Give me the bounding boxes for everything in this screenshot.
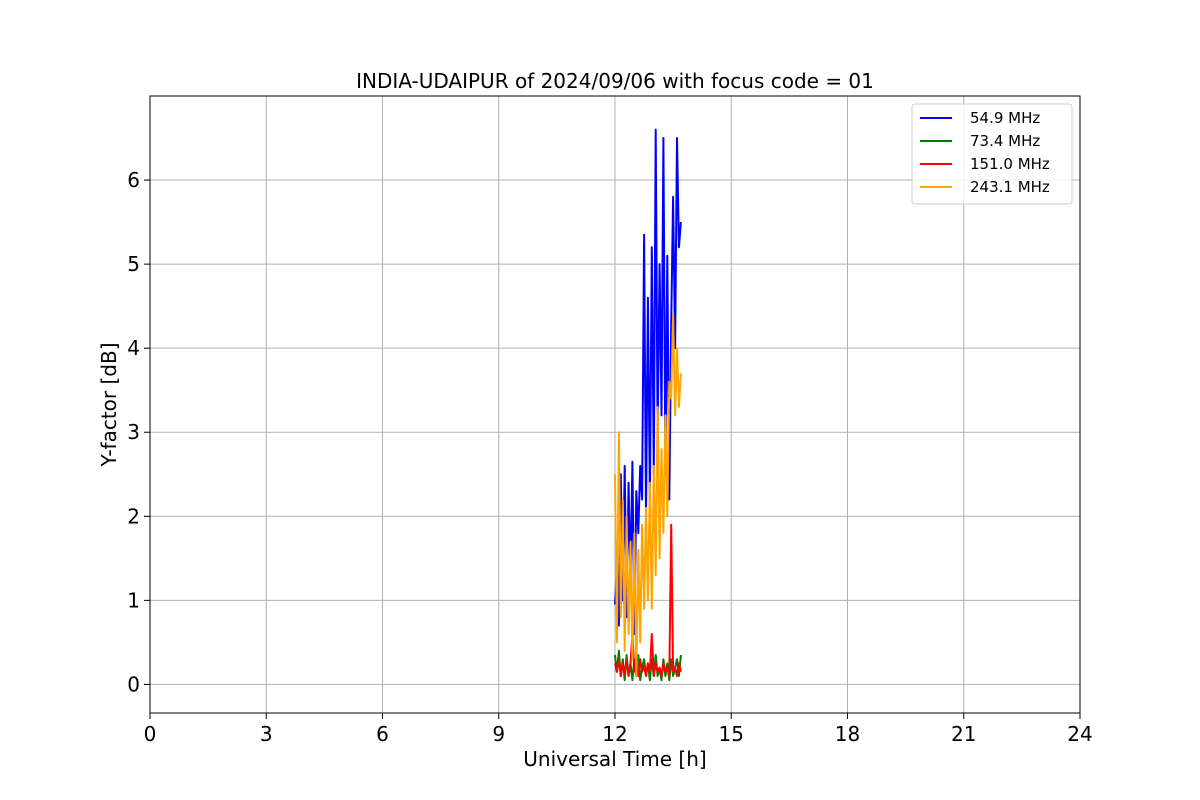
y-axis-label: Y-factor [dB] [97,342,121,467]
x-tick-label: 3 [260,722,273,746]
legend-label: 243.1 MHz [970,178,1050,196]
legend-label: 54.9 MHz [970,109,1040,127]
y-tick-label: 5 [127,252,140,276]
series-line-3 [614,313,682,677]
x-tick-label: 12 [602,722,627,746]
y-tick-label: 0 [127,672,140,696]
legend-box [911,103,1073,205]
x-tick-label: 9 [492,722,505,746]
x-tick-label: 18 [835,722,860,746]
legend-label: 73.4 MHz [970,132,1040,150]
y-tick-label: 1 [127,588,140,612]
x-tick-label: 21 [951,722,976,746]
chart-title: INDIA-UDAIPUR of 2024/09/06 with focus c… [356,69,874,93]
series-line-2 [614,523,682,677]
legend-label: 151.0 MHz [970,155,1050,173]
legend: 54.9 MHz 73.4 MHz 151.0 MHz 243.1 MHz [911,103,1073,205]
y-tick-label: 4 [127,336,140,360]
x-tick-label: 24 [1067,722,1092,746]
x-axis-label: Universal Time [h] [523,747,706,771]
series-layer [614,128,682,682]
y-tick-label: 2 [127,504,140,528]
x-tick-label: 15 [719,722,744,746]
grid [149,96,1081,713]
y-tick-label: 3 [127,420,140,444]
x-tick-label: 6 [376,722,389,746]
x-tick-label: 0 [144,722,157,746]
y-tick-label: 6 [127,168,140,192]
